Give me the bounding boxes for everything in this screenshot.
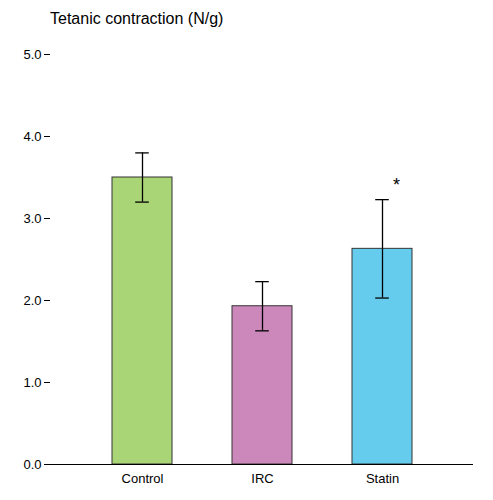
svg-text:0.0: 0.0 [23, 457, 41, 472]
svg-text:2.0: 2.0 [23, 293, 41, 308]
svg-text:Control: Control [122, 471, 164, 486]
html-text:Tetanic contraction (N/g): Tetanic contraction (N/g) [50, 10, 224, 27]
svg-text:1.0: 1.0 [23, 375, 41, 390]
svg-text:4.0: 4.0 [23, 129, 41, 144]
svg-text:Statin: Statin [366, 471, 399, 486]
svg-text:3.0: 3.0 [23, 211, 41, 226]
svg-text:IRC: IRC [251, 471, 273, 486]
svg-text:5.0: 5.0 [23, 47, 41, 62]
svg-text:*: * [393, 175, 400, 195]
